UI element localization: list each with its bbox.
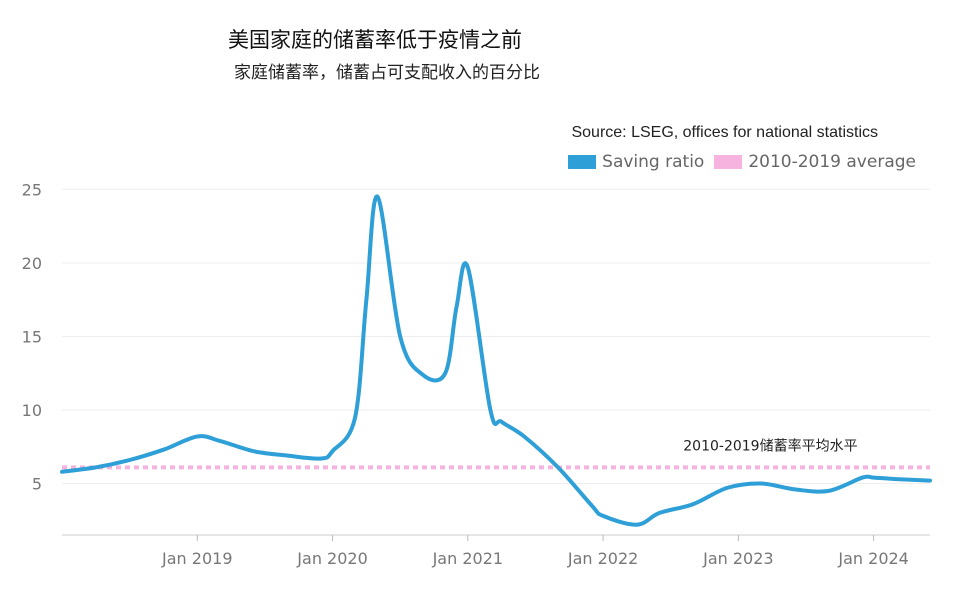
x-tick-label-2023: Jan 2023 <box>702 549 773 568</box>
chart-title: 美国家庭的储蓄率低于疫情之前 <box>228 28 522 52</box>
x-tick-label-2020: Jan 2020 <box>296 549 367 568</box>
y-tick-label-15: 15 <box>22 327 42 346</box>
legend-swatch-average <box>714 155 743 169</box>
legend-item-average: 2010-2019 average <box>714 152 916 172</box>
y-tick-label-5: 5 <box>32 475 42 494</box>
legend-item-saving-ratio: Saving ratio <box>568 152 704 172</box>
annotation-average-label: 2010-2019储蓄率平均水平 <box>683 437 857 454</box>
legend-swatch-saving-ratio <box>568 155 597 169</box>
x-tick-label-2022: Jan 2022 <box>567 549 638 568</box>
legend-label-average: 2010-2019 average <box>748 152 916 172</box>
y-tick-label-20: 20 <box>22 254 42 273</box>
chart-subtitle: 家庭储蓄率，储蓄占可支配收入的百分比 <box>234 63 540 83</box>
x-tick-label-2019: Jan 2019 <box>161 549 232 568</box>
x-tick-label-2024: Jan 2024 <box>837 549 908 568</box>
chart-source: Source: LSEG, offices for national stati… <box>571 124 878 141</box>
x-tick-label-2021: Jan 2021 <box>432 549 503 568</box>
y-tick-label-25: 25 <box>22 180 42 199</box>
chart-legend: Saving ratio 2010-2019 average <box>568 152 916 172</box>
y-tick-label-10: 10 <box>22 401 42 420</box>
series-line-saving-ratio <box>60 194 932 527</box>
legend-label-saving-ratio: Saving ratio <box>602 152 705 172</box>
